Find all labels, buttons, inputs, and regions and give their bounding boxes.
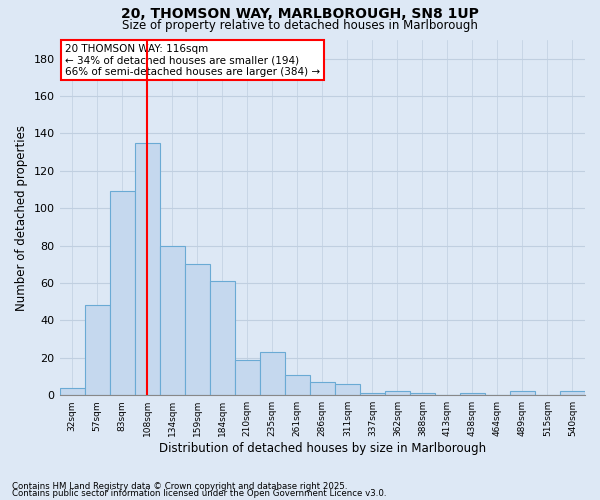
Bar bbox=[209, 281, 235, 395]
Bar bbox=[460, 394, 485, 395]
Bar bbox=[110, 192, 134, 395]
Text: Contains public sector information licensed under the Open Government Licence v3: Contains public sector information licen… bbox=[12, 490, 386, 498]
Text: Contains HM Land Registry data © Crown copyright and database right 2025.: Contains HM Land Registry data © Crown c… bbox=[12, 482, 347, 491]
Bar bbox=[360, 394, 385, 395]
Bar bbox=[85, 306, 110, 395]
Text: 20 THOMSON WAY: 116sqm
← 34% of detached houses are smaller (194)
66% of semi-de: 20 THOMSON WAY: 116sqm ← 34% of detached… bbox=[65, 44, 320, 77]
Bar bbox=[160, 246, 185, 395]
Bar bbox=[310, 382, 335, 395]
Bar bbox=[185, 264, 209, 395]
Y-axis label: Number of detached properties: Number of detached properties bbox=[15, 124, 28, 310]
Bar bbox=[235, 360, 260, 395]
Bar bbox=[560, 392, 585, 395]
Bar bbox=[335, 384, 360, 395]
Bar bbox=[134, 143, 160, 395]
Bar bbox=[410, 394, 435, 395]
Bar bbox=[510, 392, 535, 395]
Bar bbox=[59, 388, 85, 395]
Text: Size of property relative to detached houses in Marlborough: Size of property relative to detached ho… bbox=[122, 18, 478, 32]
X-axis label: Distribution of detached houses by size in Marlborough: Distribution of detached houses by size … bbox=[159, 442, 486, 455]
Bar bbox=[260, 352, 285, 395]
Text: 20, THOMSON WAY, MARLBOROUGH, SN8 1UP: 20, THOMSON WAY, MARLBOROUGH, SN8 1UP bbox=[121, 8, 479, 22]
Bar bbox=[285, 374, 310, 395]
Bar bbox=[385, 392, 410, 395]
